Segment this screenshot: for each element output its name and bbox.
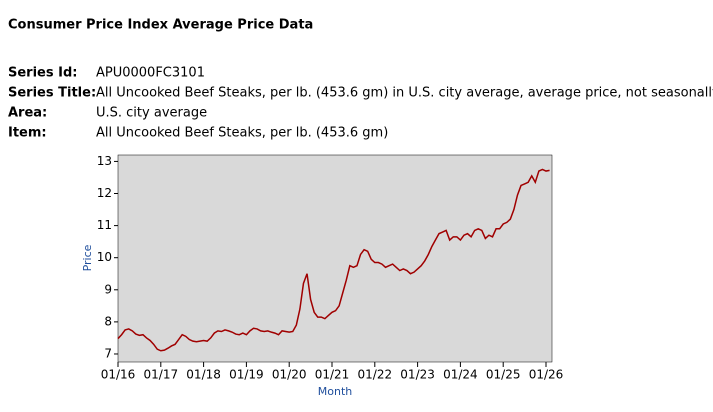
field-label: Series Title: [8, 86, 96, 101]
x-tick-label: 01/16 [101, 368, 136, 382]
y-tick-label: 10 [97, 250, 112, 264]
y-axis-label: Price [81, 244, 94, 271]
x-axis-label: Month [318, 385, 353, 398]
x-tick-label: 01/20 [272, 368, 307, 382]
x-tick-label: 01/25 [486, 368, 521, 382]
field-value: U.S. city average [96, 106, 207, 121]
page-title: Consumer Price Index Average Price Data [8, 18, 313, 33]
field-label: Item: [8, 126, 47, 141]
y-tick-label: 8 [104, 314, 112, 328]
field-value: All Uncooked Beef Steaks, per lb. (453.6… [96, 126, 388, 141]
x-tick-label: 01/21 [315, 368, 350, 382]
x-tick-label: 01/24 [443, 368, 478, 382]
field-value: APU0000FC3101 [96, 66, 205, 81]
y-tick-label: 7 [104, 346, 112, 360]
x-tick-label: 01/18 [186, 368, 221, 382]
field-label: Series Id: [8, 66, 77, 81]
y-tick-label: 9 [104, 282, 112, 296]
x-tick-label: 01/19 [229, 368, 264, 382]
x-tick-label: 01/23 [400, 368, 435, 382]
plot-area [117, 154, 553, 363]
x-tick-label: 01/17 [144, 368, 179, 382]
y-tick-label: 13 [97, 154, 112, 168]
price-line [117, 168, 550, 352]
x-tick-label: 01/26 [529, 368, 564, 382]
x-tick-label: 01/22 [358, 368, 393, 382]
y-tick-label: 12 [97, 186, 112, 200]
field-label: Area: [8, 106, 47, 121]
field-value: All Uncooked Beef Steaks, per lb. (453.6… [96, 86, 713, 101]
y-tick-label: 11 [97, 218, 112, 232]
